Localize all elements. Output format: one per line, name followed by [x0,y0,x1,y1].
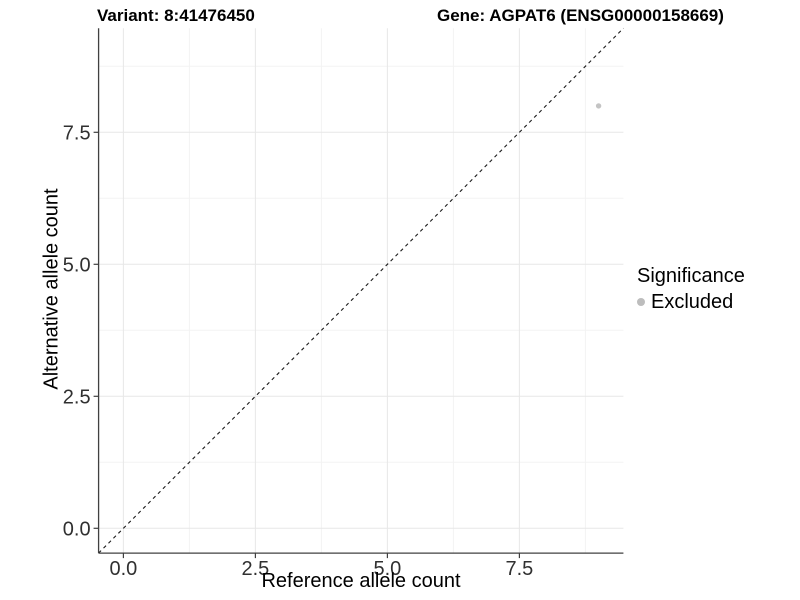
gene-title: Gene: AGPAT6 (ENSG00000158669) [437,6,724,25]
variant-title: Variant: 8:41476450 [97,6,255,25]
legend-point-icon [637,298,645,306]
legend-item-label: Excluded [651,291,734,313]
x-axis-title: Reference allele count [261,570,461,592]
identity-line [98,27,624,554]
x-tick-label: 5.0 [373,558,401,580]
legend-title: Significance [637,265,745,287]
y-tick-label: 5.0 [63,254,91,276]
x-tick-label: 7.5 [505,558,533,580]
y-tick-label: 0.0 [63,518,91,540]
x-tick-label: 2.5 [241,558,269,580]
y-axis-title: Alternative allele count [40,188,63,390]
legend: Significance Excluded [637,264,745,313]
y-tick-label: 7.5 [63,122,91,144]
y-tick-label: 2.5 [63,386,91,408]
x-tick-label: 0.0 [109,558,137,580]
data-point [595,103,602,109]
legend-item: Excluded [637,291,745,313]
